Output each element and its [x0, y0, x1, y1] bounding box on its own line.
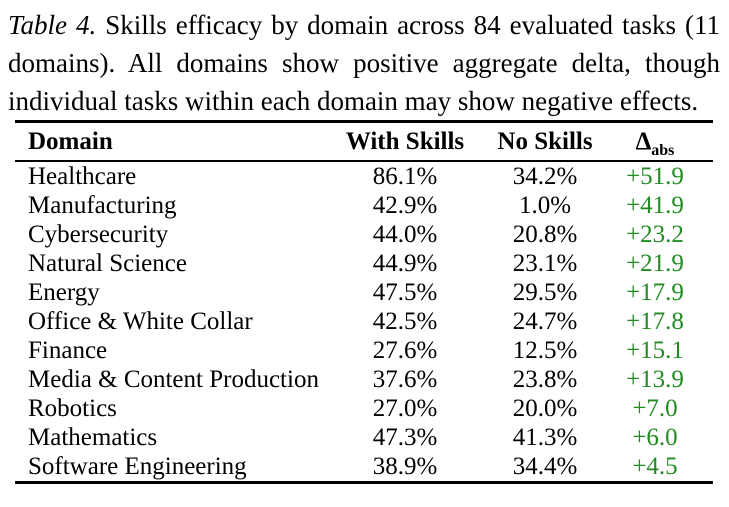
no-skills-cell: 20.8%	[512, 220, 578, 248]
domain-cell: Finance	[28, 336, 108, 364]
with-skills-cell: 27.6%	[372, 336, 438, 364]
no-skills-cell: 41.3%	[512, 423, 578, 451]
paper-page: Table 4. Skills efficacy by domain acros…	[0, 6, 729, 484]
delta-cell: +13.9	[626, 365, 684, 393]
table-row: Software Engineering 38.9% 34.4% +4.5	[15, 452, 713, 483]
delta-symbol: Δ	[635, 127, 652, 155]
delta-cell: +41.9	[626, 191, 684, 219]
domain-cell: Office & White Collar	[28, 307, 253, 335]
caption-label: Table 4.	[8, 10, 97, 40]
header-no-skills: No Skills	[475, 121, 615, 162]
delta-cell: +17.9	[626, 278, 684, 306]
table-caption: Table 4. Skills efficacy by domain acros…	[8, 6, 720, 120]
delta-cell: +17.8	[626, 307, 684, 335]
no-skills-cell: 12.5%	[512, 336, 578, 364]
delta-cell: +21.9	[626, 249, 684, 277]
domain-cell: Energy	[28, 278, 100, 306]
header-domain: Domain	[15, 121, 335, 162]
table-row: Manufacturing 42.9% 1.0% +41.9	[15, 191, 713, 220]
delta-cell: +23.2	[626, 220, 684, 248]
with-skills-cell: 47.5%	[372, 278, 438, 306]
with-skills-cell: 42.9%	[372, 191, 438, 219]
domain-cell: Natural Science	[28, 249, 187, 277]
with-skills-cell: 27.0%	[372, 394, 438, 422]
delta-subscript: abs	[651, 141, 675, 159]
delta-cell: +51.9	[626, 162, 684, 190]
delta-cell: +6.0	[632, 423, 678, 451]
with-skills-cell: 42.5%	[372, 307, 438, 335]
skills-efficacy-table: Domain With Skills No Skills Δabs Health…	[15, 120, 713, 484]
table-row: Natural Science 44.9% 23.1% +21.9	[15, 249, 713, 278]
with-skills-cell: 44.9%	[372, 249, 438, 277]
header-row: Domain With Skills No Skills Δabs	[15, 121, 713, 162]
no-skills-cell: 23.1%	[512, 249, 578, 277]
with-skills-cell: 44.0%	[372, 220, 438, 248]
delta-cell: +4.5	[632, 452, 678, 480]
table-row: Finance 27.6% 12.5% +15.1	[15, 336, 713, 365]
table-row: Cybersecurity 44.0% 20.8% +23.2	[15, 220, 713, 249]
delta-cell: +7.0	[632, 394, 678, 422]
table-row: Mathematics 47.3% 41.3% +6.0	[15, 423, 713, 452]
with-skills-cell: 47.3%	[372, 423, 438, 451]
table-row: Media & Content Production 37.6% 23.8% +…	[15, 365, 713, 394]
table-row: Healthcare 86.1% 34.2% +51.9	[15, 161, 713, 191]
no-skills-cell: 23.8%	[512, 365, 578, 393]
domain-cell: Software Engineering	[28, 452, 247, 480]
header-with-skills: With Skills	[335, 121, 475, 162]
domain-cell: Robotics	[28, 394, 117, 422]
table-row: Office & White Collar 42.5% 24.7% +17.8	[15, 307, 713, 336]
delta-cell: +15.1	[626, 336, 684, 364]
with-skills-cell: 86.1%	[372, 162, 438, 190]
no-skills-cell: 20.0%	[512, 394, 578, 422]
domain-cell: Cybersecurity	[28, 220, 169, 248]
no-skills-cell: 34.4%	[512, 452, 578, 480]
no-skills-cell: 1.0%	[518, 191, 572, 219]
domain-cell: Media & Content Production	[28, 365, 319, 393]
domain-cell: Manufacturing	[28, 191, 177, 219]
table-row: Robotics 27.0% 20.0% +7.0	[15, 394, 713, 423]
no-skills-cell: 34.2%	[512, 162, 578, 190]
with-skills-cell: 38.9%	[372, 452, 438, 480]
header-delta-abs: Δabs	[615, 121, 713, 162]
caption-text: Skills efficacy by domain across 84 eval…	[8, 10, 721, 116]
domain-cell: Healthcare	[28, 162, 137, 190]
domain-cell: Mathematics	[28, 423, 158, 451]
with-skills-cell: 37.6%	[372, 365, 438, 393]
no-skills-cell: 29.5%	[512, 278, 578, 306]
table-row: Energy 47.5% 29.5% +17.9	[15, 278, 713, 307]
no-skills-cell: 24.7%	[512, 307, 578, 335]
